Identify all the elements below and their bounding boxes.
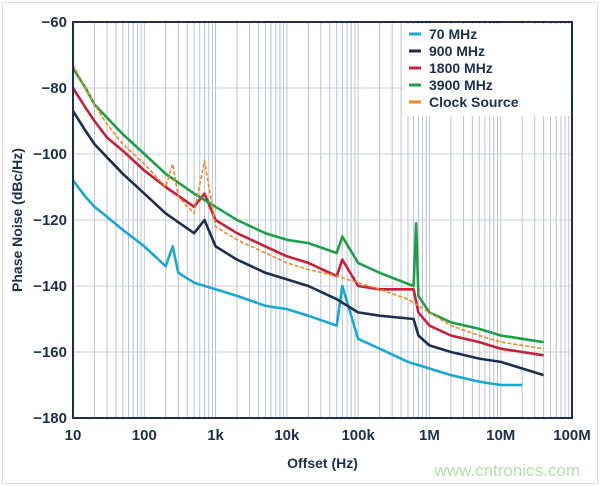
x-tick-label: 10k xyxy=(274,427,300,444)
watermark: www.cntronics.com xyxy=(434,461,580,480)
y-tick-label: −80 xyxy=(42,80,67,97)
series-line-clock-source xyxy=(72,64,544,350)
x-tick-label: 10M xyxy=(486,427,515,444)
legend-entry: 3900 MHz xyxy=(429,77,493,93)
x-tick-label: 100 xyxy=(132,427,157,444)
x-tick-label: 100k xyxy=(341,427,375,444)
x-tick-label: 10 xyxy=(65,427,82,444)
x-tick-label: 1M xyxy=(419,427,440,444)
x-tick-label: 100M xyxy=(553,427,591,444)
y-axis-label: Phase Noise (dBc/Hz) xyxy=(9,148,25,292)
x-axis-label: Offset (Hz) xyxy=(287,455,358,471)
legend-entry: Clock Source xyxy=(429,94,519,110)
y-tick-label: −140 xyxy=(33,278,67,295)
legend-entry: 1800 MHz xyxy=(429,60,493,76)
y-tick-label: −160 xyxy=(33,344,67,361)
series-line-900-mhz xyxy=(71,110,544,377)
legend-entry: 70 MHz xyxy=(429,26,477,42)
x-tick-label: 1k xyxy=(207,427,224,444)
y-tick-label: −100 xyxy=(33,146,67,163)
y-tick-label: −60 xyxy=(42,14,67,31)
legend-background xyxy=(404,24,570,116)
y-tick-label: −120 xyxy=(33,212,67,229)
legend-entry: 900 MHz xyxy=(429,43,485,59)
series-line-1800-mhz xyxy=(71,87,544,357)
y-tick-label: −180 xyxy=(33,410,67,427)
series-line-70-mhz xyxy=(71,179,523,387)
plot-border xyxy=(72,21,573,419)
series-line-3900-mhz xyxy=(71,67,544,344)
